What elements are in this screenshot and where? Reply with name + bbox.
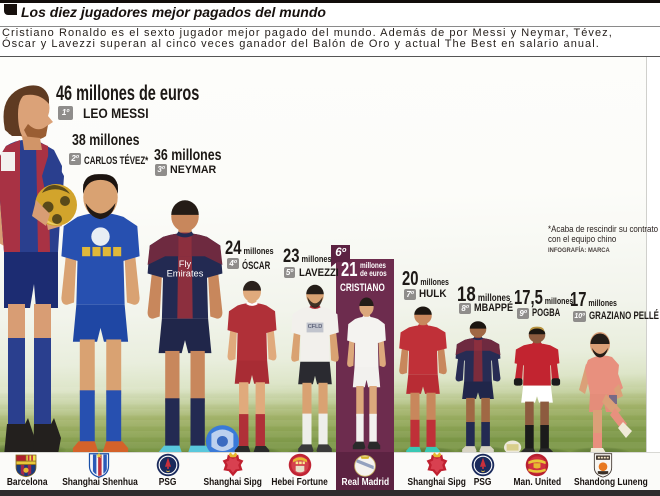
svg-text:Emirates: Emirates [167, 269, 204, 279]
svg-text:Fly: Fly [179, 259, 192, 269]
svg-text:CFLD: CFLD [308, 324, 323, 330]
